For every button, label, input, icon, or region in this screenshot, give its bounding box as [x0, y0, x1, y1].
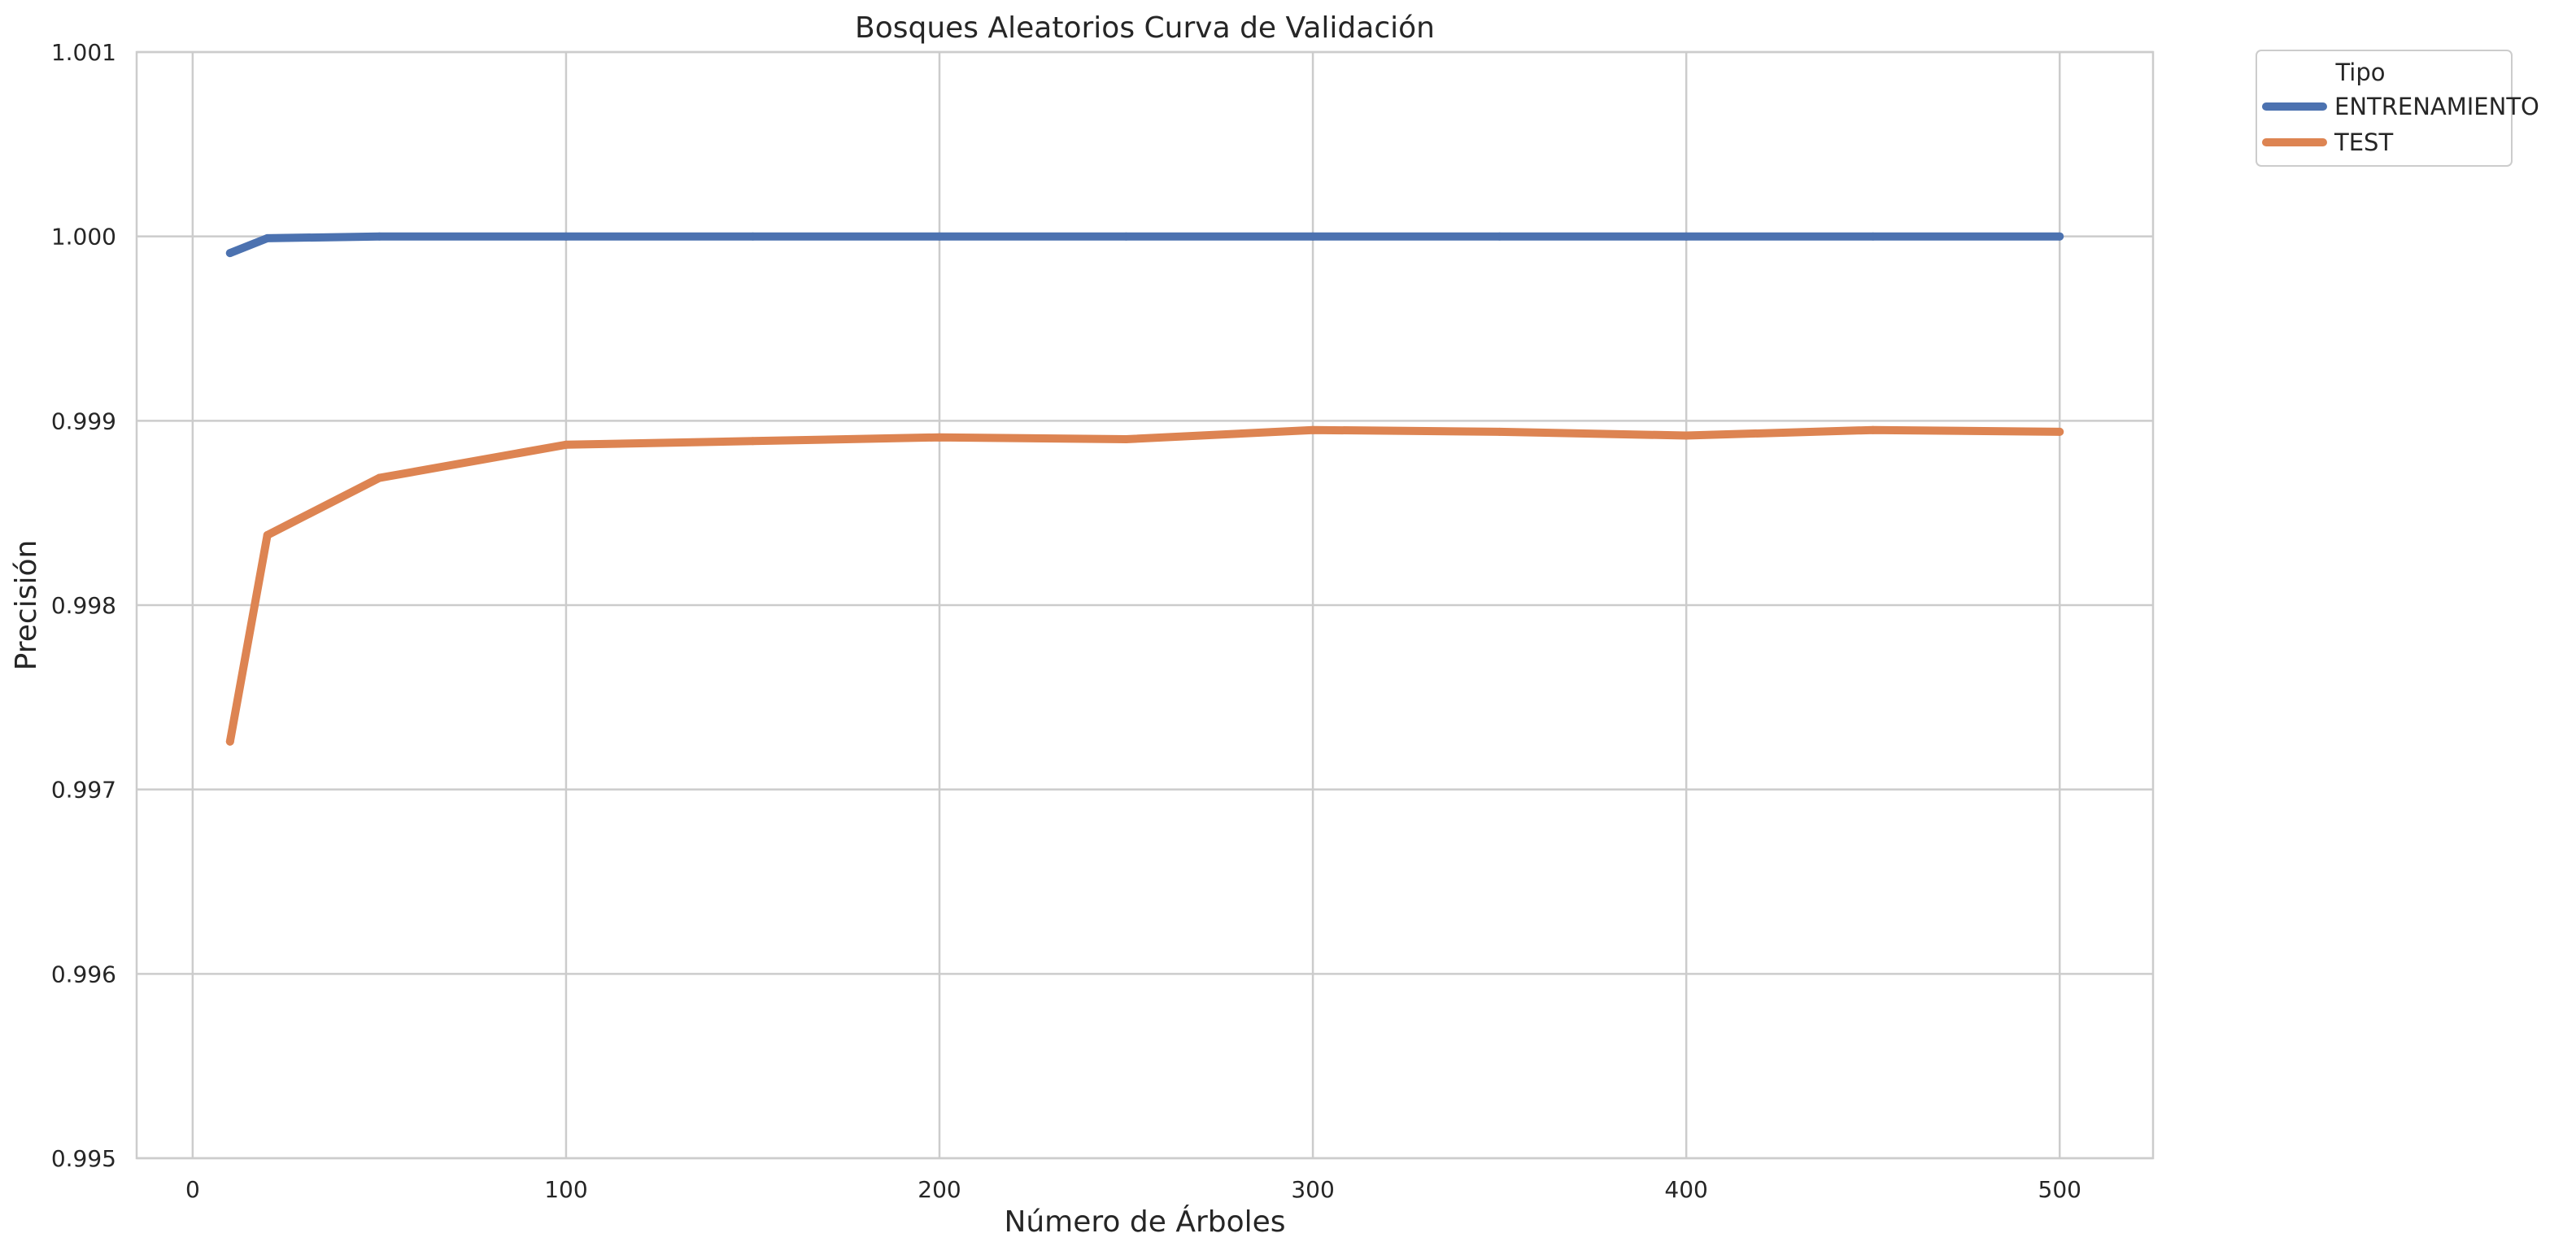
x-tick-label: 500	[2038, 1176, 2081, 1203]
data-point	[1682, 232, 1691, 241]
y-tick-label: 1.001	[51, 39, 116, 66]
plot-frame	[135, 50, 2155, 1160]
data-point	[1868, 232, 1877, 241]
y-axis-title: Precisión	[10, 540, 43, 671]
data-point	[263, 530, 272, 539]
legend: Tipo ENTRENAMIENTO TEST	[2256, 50, 2539, 167]
data-point	[748, 437, 757, 446]
data-point	[561, 232, 570, 241]
x-tick-label: 200	[918, 1176, 961, 1203]
data-point	[375, 232, 384, 241]
data-point	[1122, 232, 1131, 241]
legend-label: TEST	[2334, 129, 2393, 156]
chart-title: Bosques Aleatorios Curva de Validación	[855, 11, 1435, 45]
tick-labels: 0 100 200 300 400 500 0.995 0.996 0.997 0.998 0.99…	[51, 39, 2081, 1203]
data-point	[935, 232, 944, 241]
y-tick-label: 0.997	[51, 777, 116, 804]
data-point	[1495, 232, 1504, 241]
legend-box	[2256, 50, 2513, 167]
x-tick-label: 0	[185, 1176, 200, 1203]
data-point	[225, 249, 234, 258]
data-point	[1868, 425, 1877, 434]
data-point	[225, 737, 234, 746]
y-tick-label: 1.000	[51, 224, 116, 251]
data-point	[561, 440, 570, 449]
data-point	[1122, 435, 1131, 443]
data-point	[1495, 427, 1504, 436]
series-line	[225, 232, 2064, 258]
series-lines	[225, 232, 2064, 746]
data-point	[748, 232, 757, 241]
legend-items: ENTRENAMIENTO TEST	[2262, 93, 2539, 156]
y-tick-label: 0.995	[51, 1145, 116, 1172]
y-tick-label: 0.996	[51, 961, 116, 987]
x-tick-label: 100	[544, 1176, 587, 1203]
data-point	[1309, 425, 1318, 434]
data-point	[1309, 232, 1318, 241]
y-tick-label: 0.999	[51, 407, 116, 434]
x-tick-label: 300	[1291, 1176, 1334, 1203]
y-tick-label: 0.998	[51, 592, 116, 619]
data-point	[2055, 427, 2064, 436]
data-point	[263, 233, 272, 242]
x-axis-title: Número de Árboles	[1004, 1205, 1285, 1239]
x-tick-label: 400	[1664, 1176, 1707, 1203]
data-point	[375, 473, 384, 482]
legend-label: ENTRENAMIENTO	[2334, 93, 2539, 120]
data-point	[2055, 232, 2064, 241]
data-point	[1682, 431, 1691, 440]
series-line	[225, 425, 2064, 746]
legend-title: Tipo	[2334, 59, 2385, 86]
data-point	[935, 433, 944, 442]
